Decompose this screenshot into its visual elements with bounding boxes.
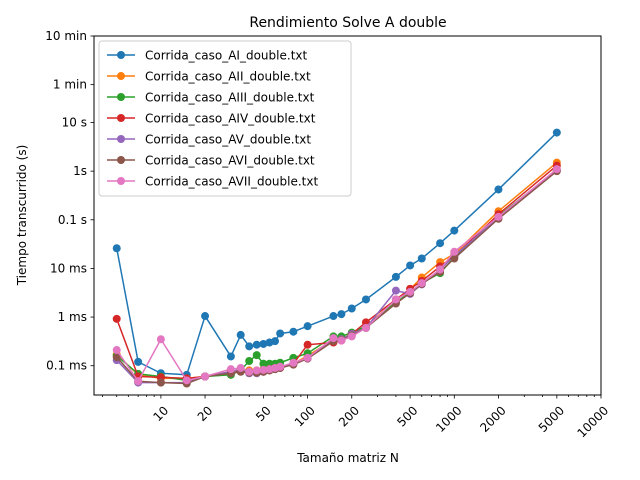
legend-swatch-marker — [117, 93, 125, 101]
legend-label: Corrida_caso_AVI_double.txt — [145, 154, 315, 168]
data-point — [450, 226, 459, 235]
data-point — [347, 332, 356, 341]
data-point — [156, 378, 165, 387]
y-axis: 0.1 ms 1 ms 10 ms 0.1 s 1s 10 s 1 min 10 min — [45, 29, 94, 373]
series-1 — [112, 128, 561, 379]
data-point — [156, 335, 165, 344]
data-point — [494, 185, 503, 194]
data-point — [417, 254, 426, 263]
chart-title: Rendimiento Solve A double — [249, 15, 446, 31]
data-point — [417, 279, 426, 288]
y-tick-label: 0.1 s — [58, 213, 87, 227]
data-point — [329, 334, 338, 343]
data-point — [406, 261, 415, 270]
data-point — [182, 376, 191, 385]
legend-label: Corrida_caso_AIII_double.txt — [145, 91, 315, 105]
data-point — [259, 359, 268, 368]
data-point — [552, 128, 561, 137]
data-point — [361, 323, 370, 332]
plot-frame — [93, 35, 602, 396]
data-point — [201, 312, 210, 321]
legend-item: Corrida_caso_AIII_double.txt — [107, 91, 315, 105]
legend-item: Corrida_caso_AIV_double.txt — [107, 112, 316, 126]
data-point — [450, 254, 459, 263]
data-point — [226, 352, 235, 361]
data-point — [252, 340, 261, 349]
data-point — [259, 339, 268, 348]
legend-label: Corrida_caso_AI_double.txt — [145, 49, 307, 63]
legend-swatch-marker — [117, 51, 125, 59]
series-layer — [112, 128, 561, 388]
data-point — [112, 346, 121, 355]
data-point — [276, 362, 285, 371]
y-tick-label: 0.1 ms — [46, 359, 87, 373]
data-point — [494, 212, 503, 221]
x-axis-title: Tamaño matriz N — [296, 451, 399, 465]
data-point — [347, 304, 356, 313]
data-point — [112, 244, 121, 253]
legend-swatch-marker — [117, 135, 125, 143]
legend-swatch-marker — [117, 156, 125, 164]
legend-swatch-marker — [117, 114, 125, 122]
data-point — [289, 327, 298, 336]
data-point — [276, 329, 285, 338]
data-point — [245, 367, 254, 376]
data-point — [552, 165, 561, 174]
legend-label: Corrida_caso_AIV_double.txt — [145, 112, 316, 126]
legend-label: Corrida_caso_AV_double.txt — [145, 133, 311, 147]
data-point — [406, 287, 415, 296]
legend-item: Corrida_caso_AVII_double.txt — [107, 175, 318, 189]
data-point — [329, 312, 338, 321]
legend-label: Corrida_caso_AII_double.txt — [145, 70, 311, 84]
data-point — [252, 366, 261, 375]
data-point — [245, 342, 254, 351]
y-axis-title: Tiempo transcurrido (s) — [15, 145, 29, 287]
data-point — [450, 247, 459, 256]
series-7 — [112, 165, 561, 386]
legend-swatch-marker — [117, 177, 125, 185]
data-point — [271, 337, 280, 346]
y-tick-label: 10 s — [62, 115, 87, 129]
legend-swatch-marker — [117, 72, 125, 80]
data-point — [391, 272, 400, 281]
legend: Corrida_caso_AI_double.txt Corrida_caso_A… — [98, 40, 352, 197]
data-point — [236, 363, 245, 372]
legend-item: Corrida_caso_AI_double.txt — [107, 49, 307, 63]
legend-box — [98, 40, 352, 197]
y-tick-label: 1 ms — [58, 310, 87, 324]
data-point — [391, 295, 400, 304]
legend-item: Corrida_caso_AII_double.txt — [107, 70, 311, 84]
data-point — [303, 340, 312, 349]
data-point — [201, 372, 210, 381]
data-point — [436, 265, 445, 274]
data-point — [303, 322, 312, 331]
data-point — [226, 365, 235, 374]
y-tick-label: 10 min — [45, 29, 87, 43]
legend-item: Corrida_caso_AVI_double.txt — [107, 154, 315, 168]
legend-label: Corrida_caso_AVII_double.txt — [145, 175, 318, 189]
data-point — [112, 353, 121, 362]
data-point — [252, 351, 261, 360]
data-point — [112, 314, 121, 323]
data-point — [134, 357, 143, 366]
data-point — [337, 310, 346, 319]
data-point — [391, 286, 400, 295]
legend-item: Corrida_caso_AV_double.txt — [107, 133, 311, 147]
data-point — [436, 239, 445, 248]
data-point — [245, 356, 254, 365]
data-point — [303, 353, 312, 362]
data-point — [337, 336, 346, 345]
data-point — [259, 365, 268, 374]
y-tick-label: 1 min — [53, 78, 87, 92]
y-tick-label: 1s — [73, 164, 87, 178]
y-tick-label: 10 ms — [50, 261, 87, 275]
data-point — [236, 330, 245, 339]
data-point — [289, 358, 298, 367]
data-point — [361, 295, 370, 304]
data-point — [134, 377, 143, 386]
